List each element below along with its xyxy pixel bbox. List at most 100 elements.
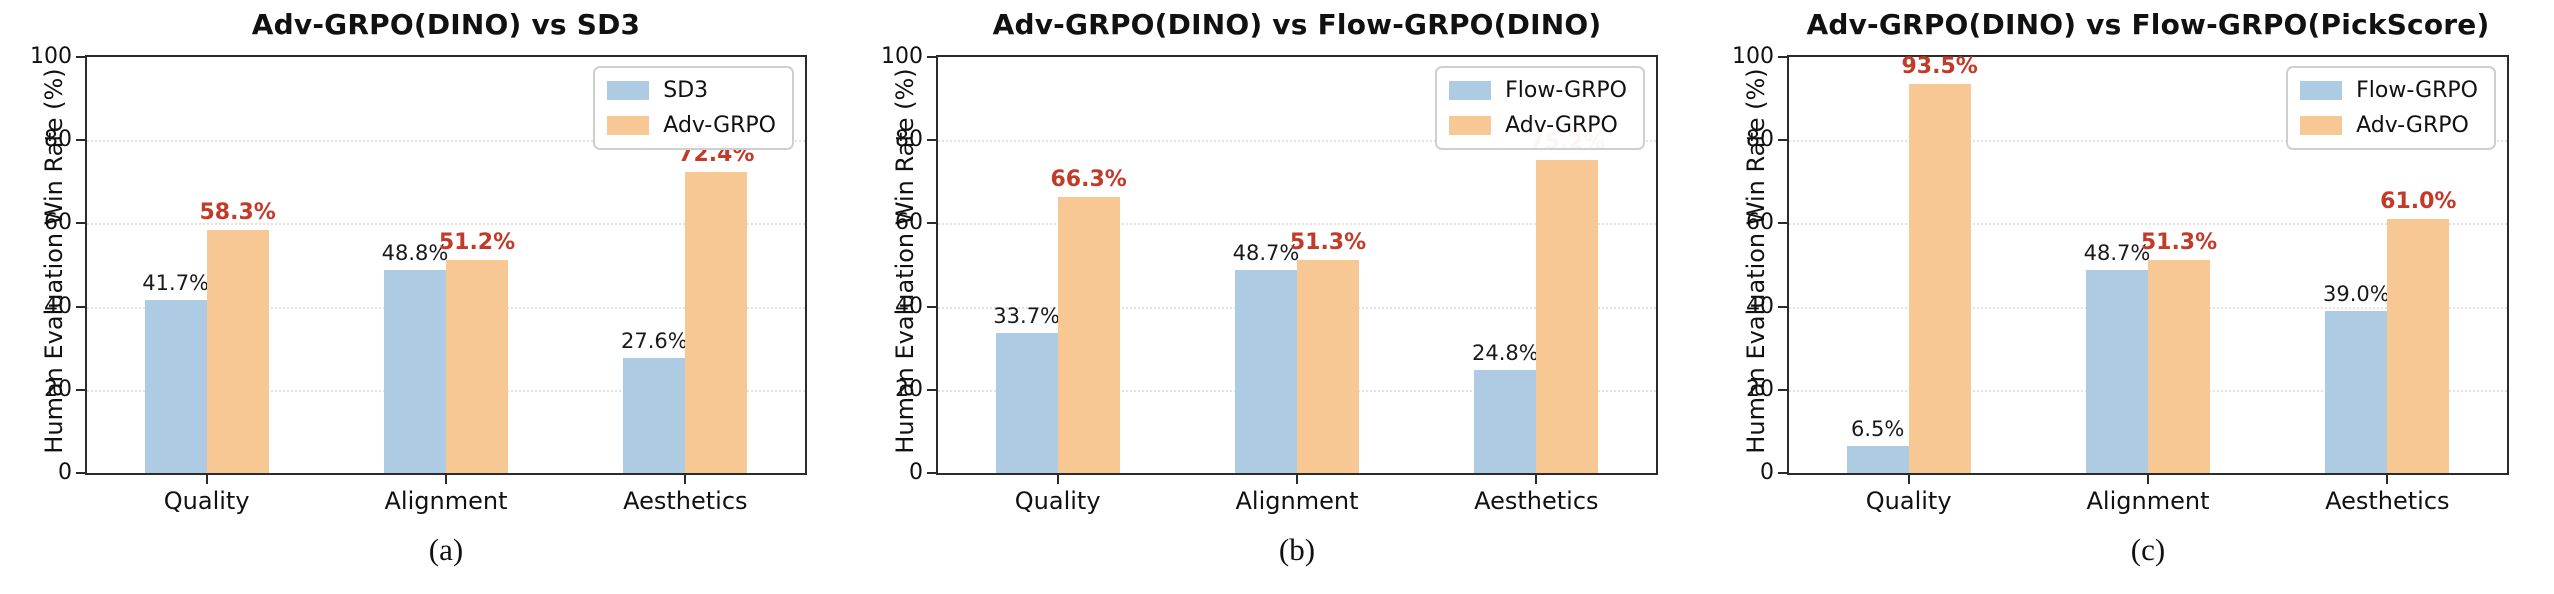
bar-adv-grpo-quality	[1057, 197, 1120, 473]
gridline	[938, 223, 1656, 226]
legend: Flow-GRPO Adv-GRPO	[2286, 66, 2496, 150]
legend-item: Flow-GRPO	[2300, 78, 2478, 103]
y-axis-label: Human Evaluation Win Rate (%)	[1742, 68, 1770, 454]
x-tick-mark	[1296, 475, 1298, 484]
legend-item: Flow-GRPO	[1449, 78, 1627, 103]
y-tick-label: 80	[44, 127, 72, 153]
bar-value-label: 93.5%	[1901, 54, 1978, 80]
gridline	[938, 140, 1656, 143]
y-tick-mark	[76, 305, 85, 308]
bar-flow-grpo-quality	[1846, 445, 1909, 473]
y-tick-mark	[1778, 56, 1787, 58]
bar-sd3-alignment	[384, 270, 446, 473]
bar-adv-grpo-quality	[206, 230, 269, 473]
x-tick-label: Alignment	[1235, 487, 1359, 515]
y-tick-label: 0	[58, 460, 72, 485]
gridline	[87, 140, 805, 143]
x-tick-mark	[684, 475, 687, 484]
x-tick-mark	[1907, 475, 1910, 484]
legend-swatch-icon	[1449, 116, 1492, 135]
bar-adv-grpo-alignment	[2148, 259, 2210, 473]
x-tick-mark	[2386, 475, 2389, 484]
bar-value-label: 39.0%	[2322, 281, 2390, 306]
y-tick-mark	[76, 472, 85, 474]
bar-sd3-aesthetics	[623, 358, 686, 473]
x-tick-label: Aesthetics	[2325, 487, 2450, 515]
chart-title: Adv-GRPO(DINO) vs Flow-GRPO(DINO)	[992, 8, 1602, 41]
y-tick-mark	[927, 472, 936, 474]
legend-label: Adv-GRPO	[2356, 113, 2469, 138]
bar-sd3-quality	[144, 299, 207, 473]
y-tick-mark	[1778, 139, 1787, 142]
legend-label: Flow-GRPO	[2356, 78, 2478, 103]
x-tick-label: Aesthetics	[623, 487, 748, 515]
bar-flow-grpo-alignment	[1235, 270, 1297, 473]
y-tick-mark	[76, 388, 85, 391]
bar-flow-grpo-aesthetics	[1474, 369, 1537, 473]
y-tick-label: 60	[895, 210, 923, 236]
y-tick-label: 0	[1760, 460, 1774, 485]
y-tick-mark	[1778, 222, 1787, 225]
y-axis-label: Human Evaluation Win Rate (%)	[891, 68, 919, 454]
x-tick-mark	[205, 475, 208, 484]
y-tick-mark	[76, 139, 85, 142]
bar-value-label: 51.3%	[2140, 229, 2218, 255]
bar-adv-grpo-quality	[1908, 84, 1971, 473]
y-tick-label: 80	[895, 127, 923, 153]
y-axis-label: Human Evaluation Win Rate (%)	[40, 68, 68, 454]
bar-value-label: 24.8%	[1471, 340, 1539, 365]
y-tick-mark	[1778, 472, 1787, 474]
subfigure-caption: (a)	[428, 532, 464, 567]
bar-value-label: 51.2%	[438, 230, 516, 256]
y-tick-label: 40	[44, 293, 72, 319]
y-tick-label: 0	[909, 460, 923, 485]
y-tick-label: 20	[895, 376, 923, 402]
y-tick-label: 80	[1746, 127, 1774, 153]
y-tick-label: 100	[881, 44, 923, 69]
chart-title: Adv-GRPO(DINO) vs Flow-GRPO(PickScore)	[1806, 8, 2490, 41]
legend-label: Flow-GRPO	[1505, 78, 1627, 103]
legend-label: Adv-GRPO	[1505, 113, 1618, 138]
y-tick-label: 20	[44, 376, 72, 402]
legend-label: Adv-GRPO	[663, 113, 776, 138]
legend: SD3 Adv-GRPO	[593, 66, 794, 150]
gridline	[1789, 140, 2507, 143]
bar-flow-grpo-quality	[995, 332, 1058, 473]
bar-adv-grpo-alignment	[446, 260, 508, 473]
x-tick-mark	[1535, 475, 1538, 484]
y-tick-mark	[1778, 388, 1787, 391]
bar-value-label: 41.7%	[142, 270, 210, 295]
plot-area: Flow-GRPO Adv-GRPO 33.7% 66.3% 48.7% 51.3% 24…	[936, 55, 1658, 475]
y-tick-label: 60	[44, 210, 72, 236]
y-tick-mark	[76, 56, 85, 58]
legend-swatch-icon	[607, 116, 650, 135]
legend-swatch-icon	[607, 81, 650, 100]
y-tick-mark	[1778, 305, 1787, 308]
chart-panel-c: Adv-GRPO(DINO) vs Flow-GRPO(PickScore) H…	[1702, 0, 2553, 594]
bar-flow-grpo-aesthetics	[2325, 310, 2388, 473]
bar-value-label: 27.6%	[620, 329, 688, 354]
bar-value-label: 48.8%	[381, 241, 449, 265]
legend: Flow-GRPO Adv-GRPO	[1435, 66, 1645, 150]
bar-value-label: 33.7%	[993, 303, 1061, 328]
bar-adv-grpo-alignment	[1297, 259, 1359, 473]
bar-value-label: 6.5%	[1850, 416, 1905, 441]
legend-swatch-icon	[1449, 81, 1492, 100]
legend-item: SD3	[607, 78, 776, 103]
y-tick-mark	[76, 222, 85, 225]
bar-value-label: 51.3%	[1289, 229, 1367, 255]
bar-value-label: 48.7%	[2083, 241, 2151, 266]
y-tick-label: 20	[1746, 376, 1774, 402]
bar-flow-grpo-alignment	[2086, 270, 2148, 473]
x-tick-label: Alignment	[2086, 487, 2210, 515]
y-tick-label: 40	[895, 293, 923, 319]
bar-value-label: 48.7%	[1232, 241, 1300, 266]
x-tick-mark	[2147, 475, 2149, 484]
x-tick-mark	[445, 475, 447, 484]
legend-item: Adv-GRPO	[607, 113, 776, 138]
legend-swatch-icon	[2300, 116, 2343, 135]
y-tick-label: 60	[1746, 210, 1774, 236]
y-tick-mark	[927, 305, 936, 308]
bar-value-label: 66.3%	[1050, 167, 1127, 193]
